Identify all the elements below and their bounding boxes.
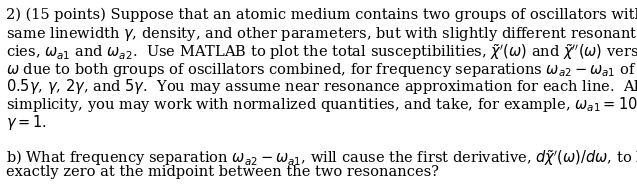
Text: simplicity, you may work with normalized quantities, and take, for example, $\om: simplicity, you may work with normalized… — [6, 95, 637, 114]
Text: $0.5\gamma$, $\gamma$, $2\gamma$, and $5\gamma$.  You may assume near resonance : $0.5\gamma$, $\gamma$, $2\gamma$, and $5… — [6, 77, 637, 96]
Text: $\gamma = 1$.: $\gamma = 1$. — [6, 113, 48, 132]
Text: cies, $\omega_{a1}$ and $\omega_{a2}$.  Use MATLAB to plot the total susceptibil: cies, $\omega_{a1}$ and $\omega_{a2}$. U… — [6, 42, 637, 62]
Text: $\omega$ due to both groups of oscillators combined, for frequency separations $: $\omega$ due to both groups of oscillato… — [6, 60, 637, 79]
Text: b) What frequency separation $\omega_{a2} - \omega_{a1}$, will cause the first d: b) What frequency separation $\omega_{a2… — [6, 148, 637, 168]
Text: same linewidth $\gamma$, density, and other parameters, but with slightly differ: same linewidth $\gamma$, density, and ot… — [6, 25, 637, 43]
Text: exactly zero at the midpoint between the two resonances?: exactly zero at the midpoint between the… — [6, 165, 440, 179]
Text: 2) (15 points) Suppose that an atomic medium contains two groups of oscillators : 2) (15 points) Suppose that an atomic me… — [6, 7, 637, 22]
